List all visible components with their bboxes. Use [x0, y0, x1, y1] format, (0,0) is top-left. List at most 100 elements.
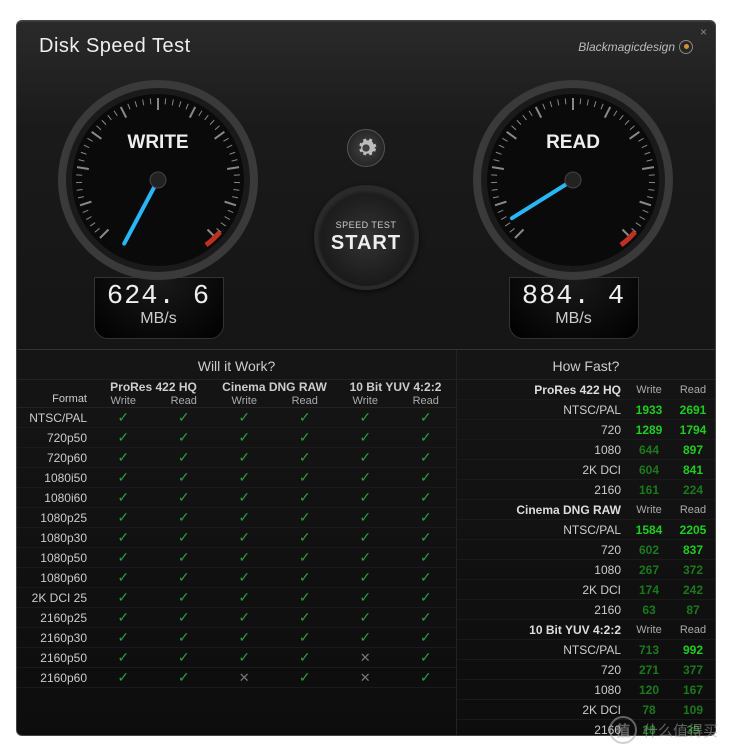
- x-icon: ✕: [239, 670, 250, 685]
- check-icon: ✓: [359, 589, 371, 605]
- speed-row: 21606387: [457, 600, 715, 620]
- results-tables: Will it Work? Format ProRes 422 HQWriteR…: [17, 349, 715, 736]
- check-icon: ✓: [117, 569, 129, 585]
- app-title: Disk Speed Test: [39, 35, 191, 58]
- format-row: 2160p25✓✓✓✓✓✓: [17, 608, 456, 628]
- check-icon: ✓: [420, 469, 432, 485]
- check-icon: ✓: [299, 449, 311, 465]
- check-icon: ✓: [359, 529, 371, 545]
- settings-button[interactable]: [347, 129, 385, 167]
- check-icon: ✓: [359, 549, 371, 565]
- format-row: 1080i50✓✓✓✓✓✓: [17, 468, 456, 488]
- svg-text:READ: READ: [546, 132, 600, 153]
- check-icon: ✓: [238, 649, 250, 665]
- check-icon: ✓: [117, 609, 129, 625]
- check-icon: ✓: [178, 529, 190, 545]
- check-icon: ✓: [238, 569, 250, 585]
- format-row: NTSC/PAL✓✓✓✓✓✓: [17, 408, 456, 428]
- gear-icon: [355, 137, 377, 159]
- check-icon: ✓: [299, 649, 311, 665]
- check-icon: ✓: [299, 469, 311, 485]
- speed-row: NTSC/PAL15842205: [457, 520, 715, 540]
- format-row: 720p50✓✓✓✓✓✓: [17, 428, 456, 448]
- check-icon: ✓: [359, 609, 371, 625]
- format-row: 1080p60✓✓✓✓✓✓: [17, 568, 456, 588]
- check-icon: ✓: [299, 549, 311, 565]
- codec-section-header: 10 Bit YUV 4:2:2WriteRead: [457, 620, 715, 640]
- watermark: 值 什么值得买: [609, 716, 718, 744]
- how-fast-table: How Fast? ProRes 422 HQWriteReadNTSC/PAL…: [457, 350, 715, 736]
- check-icon: ✓: [420, 529, 432, 545]
- check-icon: ✓: [117, 509, 129, 525]
- check-icon: ✓: [178, 509, 190, 525]
- check-icon: ✓: [420, 609, 432, 625]
- write-readout: 624. 6 MB/s: [94, 277, 224, 339]
- check-icon: ✓: [420, 409, 432, 425]
- check-icon: ✓: [178, 429, 190, 445]
- check-icon: ✓: [420, 629, 432, 645]
- format-row: 2K DCI 25✓✓✓✓✓✓: [17, 588, 456, 608]
- check-icon: ✓: [299, 529, 311, 545]
- check-icon: ✓: [238, 589, 250, 605]
- check-icon: ✓: [238, 429, 250, 445]
- check-icon: ✓: [238, 549, 250, 565]
- check-icon: ✓: [299, 489, 311, 505]
- brand: Blackmagicdesign: [578, 40, 693, 54]
- format-row: 2160p30✓✓✓✓✓✓: [17, 628, 456, 648]
- check-icon: ✓: [420, 669, 432, 685]
- format-row: 2160p50✓✓✓✓✕✓: [17, 648, 456, 668]
- speed-row: NTSC/PAL19332691: [457, 400, 715, 420]
- check-icon: ✓: [420, 509, 432, 525]
- format-row: 1080i60✓✓✓✓✓✓: [17, 488, 456, 508]
- check-icon: ✓: [238, 449, 250, 465]
- check-icon: ✓: [420, 449, 432, 465]
- left-table-header: Format ProRes 422 HQWriteRead Cinema DNG…: [17, 380, 456, 408]
- app-window: × Disk Speed Test Blackmagicdesign WRITE…: [16, 20, 716, 736]
- check-icon: ✓: [117, 469, 129, 485]
- check-icon: ✓: [178, 449, 190, 465]
- check-icon: ✓: [178, 549, 190, 565]
- check-icon: ✓: [178, 489, 190, 505]
- format-row: 720p60✓✓✓✓✓✓: [17, 448, 456, 468]
- check-icon: ✓: [359, 489, 371, 505]
- check-icon: ✓: [117, 629, 129, 645]
- check-icon: ✓: [238, 509, 250, 525]
- check-icon: ✓: [117, 669, 129, 685]
- speed-row: 720271377: [457, 660, 715, 680]
- format-row: 2160p60✓✓✕✓✕✓: [17, 668, 456, 688]
- svg-text:WRITE: WRITE: [127, 132, 188, 153]
- speed-row: 720602837: [457, 540, 715, 560]
- format-row: 1080p30✓✓✓✓✓✓: [17, 528, 456, 548]
- speed-row: 2K DCI604841: [457, 460, 715, 480]
- check-icon: ✓: [117, 549, 129, 565]
- check-icon: ✓: [420, 569, 432, 585]
- speed-row: 2160161224: [457, 480, 715, 500]
- check-icon: ✓: [299, 429, 311, 445]
- check-icon: ✓: [178, 409, 190, 425]
- check-icon: ✓: [359, 429, 371, 445]
- check-icon: ✓: [238, 409, 250, 425]
- check-icon: ✓: [178, 569, 190, 585]
- codec-section-header: Cinema DNG RAWWriteRead: [457, 500, 715, 520]
- check-icon: ✓: [299, 629, 311, 645]
- check-icon: ✓: [117, 649, 129, 665]
- read-gauge: READ 884. 4 MB/s: [456, 80, 691, 339]
- will-it-work-table: Will it Work? Format ProRes 422 HQWriteR…: [17, 350, 457, 736]
- check-icon: ✓: [178, 609, 190, 625]
- check-icon: ✓: [359, 629, 371, 645]
- codec-header: ProRes 422 HQ: [93, 380, 214, 395]
- check-icon: ✓: [178, 469, 190, 485]
- speed-row: 72012891794: [457, 420, 715, 440]
- codec-header: 10 Bit YUV 4:2:2: [335, 380, 456, 395]
- speed-row: 1080120167: [457, 680, 715, 700]
- speed-row: NTSC/PAL713992: [457, 640, 715, 660]
- check-icon: ✓: [299, 609, 311, 625]
- start-button[interactable]: SPEED TEST START: [314, 185, 419, 290]
- check-icon: ✓: [359, 469, 371, 485]
- check-icon: ✓: [359, 569, 371, 585]
- check-icon: ✓: [299, 569, 311, 585]
- close-icon[interactable]: ×: [700, 25, 707, 39]
- write-gauge-svg: WRITE: [41, 80, 276, 280]
- check-icon: ✓: [238, 489, 250, 505]
- check-icon: ✓: [178, 589, 190, 605]
